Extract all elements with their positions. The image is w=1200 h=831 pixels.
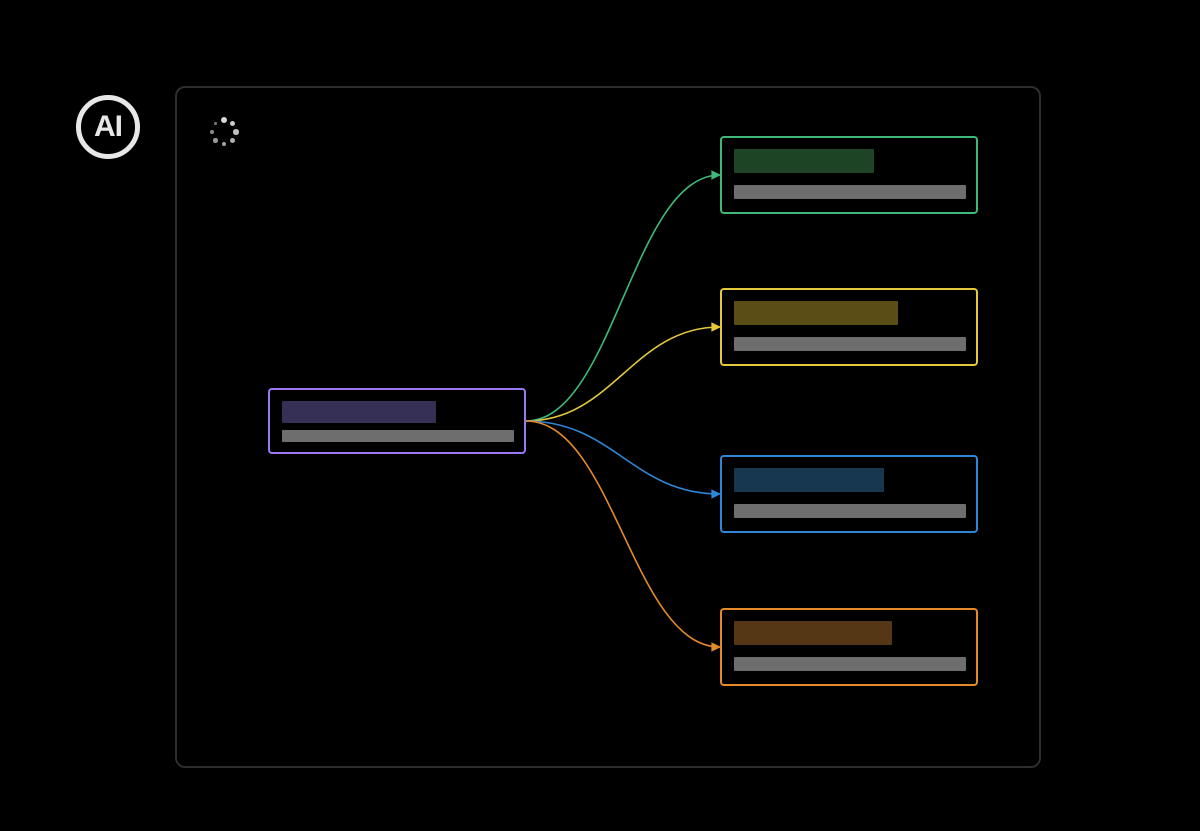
node-subtitle-bar: [734, 337, 966, 351]
canvas: AI: [0, 0, 1200, 831]
source-node: [268, 388, 526, 454]
ai-badge: AI: [76, 95, 140, 159]
node-title-bar: [734, 149, 874, 173]
node-subtitle-bar: [282, 430, 514, 442]
spinner-dot: [233, 129, 239, 135]
node-title-bar: [734, 468, 884, 492]
spinner-dot: [222, 142, 227, 147]
node-title-bar: [734, 621, 892, 645]
ai-badge-text: AI: [94, 110, 122, 144]
node-subtitle-bar: [734, 185, 966, 199]
spinner-dot: [210, 130, 214, 134]
target-node-t-yellow: [720, 288, 978, 366]
loading-spinner-icon: [209, 117, 239, 147]
spinner-dot: [214, 122, 217, 125]
ai-badge-circle: AI: [76, 95, 140, 159]
target-node-t-blue: [720, 455, 978, 533]
node-subtitle-bar: [734, 657, 966, 671]
spinner-dot: [213, 138, 217, 142]
node-title-bar: [282, 401, 436, 423]
node-subtitle-bar: [734, 504, 966, 518]
target-node-t-orange: [720, 608, 978, 686]
target-node-t-green: [720, 136, 978, 214]
spinner-dot: [230, 138, 235, 143]
node-title-bar: [734, 301, 898, 325]
spinner-dot: [221, 117, 227, 123]
spinner-dot: [230, 121, 236, 127]
